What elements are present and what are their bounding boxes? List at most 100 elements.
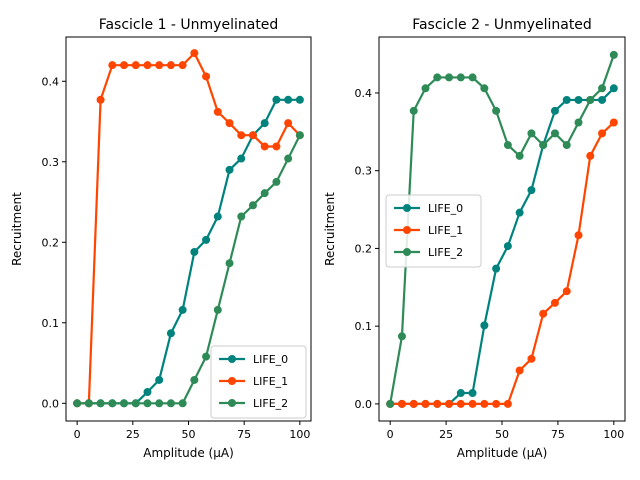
data-point — [84, 399, 93, 408]
data-point — [445, 73, 454, 82]
legend-box — [385, 194, 482, 268]
data-point — [456, 399, 465, 408]
data-point — [272, 177, 281, 186]
data-point — [539, 309, 548, 318]
x-tick-label: 25 — [126, 428, 140, 441]
y-tick-label: 0.1 — [355, 320, 373, 333]
data-point — [409, 399, 418, 408]
data-point — [468, 399, 477, 408]
chart-title: Fascicle 1 - Unmyelinated — [99, 17, 279, 33]
y-tick-label: 0.2 — [42, 236, 60, 249]
data-point — [586, 151, 595, 160]
data-point — [166, 61, 175, 70]
data-point — [539, 141, 548, 150]
data-point — [550, 129, 559, 138]
legend-marker — [228, 377, 236, 385]
data-point — [456, 389, 465, 398]
x-axis-label: Amplitude (μA) — [143, 446, 234, 460]
x-tick-label: 50 — [182, 428, 196, 441]
data-point — [260, 119, 269, 128]
data-point — [409, 106, 418, 115]
data-point — [237, 131, 246, 140]
data-point — [73, 399, 82, 408]
legend-marker — [403, 204, 411, 212]
legend-entry: LIFE_0 — [253, 353, 288, 366]
data-point — [515, 151, 524, 160]
y-tick-label: 0.4 — [355, 87, 373, 100]
legend-entry: LIFE_2 — [428, 246, 463, 259]
series-LIFE_1 — [386, 118, 618, 408]
data-point — [421, 399, 430, 408]
data-point — [213, 107, 222, 116]
data-point — [96, 95, 105, 104]
legend-entry: LIFE_2 — [253, 397, 288, 410]
data-point — [131, 399, 140, 408]
data-point — [260, 189, 269, 198]
data-point — [598, 84, 607, 93]
data-point — [166, 399, 175, 408]
data-point — [295, 95, 304, 104]
x-tick-label: 25 — [439, 428, 453, 441]
data-point — [120, 61, 129, 70]
y-tick-label: 0.3 — [355, 165, 373, 178]
legend-marker — [228, 355, 236, 363]
data-point — [272, 95, 281, 104]
data-point — [143, 388, 152, 397]
data-point — [515, 208, 524, 217]
series-LIFE_2 — [386, 50, 618, 408]
data-point — [468, 389, 477, 398]
legend-marker — [228, 399, 236, 407]
data-point — [550, 106, 559, 115]
data-point — [609, 84, 618, 93]
legend-marker — [403, 248, 411, 256]
y-tick-label: 0.1 — [42, 317, 60, 330]
data-point — [120, 399, 129, 408]
data-point — [609, 118, 618, 127]
data-point — [237, 154, 246, 163]
data-point — [598, 95, 607, 104]
x-tick-label: 100 — [603, 428, 624, 441]
y-tick-label: 0.0 — [42, 397, 60, 410]
data-point — [225, 165, 234, 174]
data-point — [178, 399, 187, 408]
legend: LIFE_0 LIFE_1 LIFE_2 — [210, 345, 307, 419]
data-point — [574, 231, 583, 240]
data-point — [574, 95, 583, 104]
data-point — [202, 235, 211, 244]
y-tick-label: 0.4 — [42, 75, 60, 88]
data-point — [433, 399, 442, 408]
data-point — [386, 399, 395, 408]
data-point — [248, 131, 257, 140]
legend-entry: LIFE_1 — [428, 224, 463, 237]
data-point — [480, 399, 489, 408]
data-point — [131, 61, 140, 70]
data-point — [190, 375, 199, 384]
data-point — [397, 399, 406, 408]
data-point — [574, 118, 583, 127]
y-axis-label: Recruitment — [323, 192, 337, 266]
data-point — [225, 259, 234, 268]
data-point — [492, 399, 501, 408]
y-tick-label: 0.2 — [355, 242, 373, 255]
data-point — [433, 73, 442, 82]
chart-panel-1: Fascicle 1 - Unmyelinated 0 25 50 75 100 0.0 0.… — [10, 17, 312, 460]
x-tick-label: 75 — [551, 428, 565, 441]
legend-entry: LIFE_1 — [253, 375, 288, 388]
data-point — [609, 50, 618, 59]
chart-panel-2: Fascicle 2 - Unmyelinated 0 25 50 75 100 0.0 0.… — [323, 17, 626, 460]
data-point — [492, 264, 501, 273]
x-axis-label: Amplitude (μA) — [457, 446, 548, 460]
data-point — [527, 186, 536, 195]
data-point — [515, 366, 524, 375]
data-point — [178, 305, 187, 314]
data-point — [503, 399, 512, 408]
data-point — [456, 73, 465, 82]
data-point — [527, 129, 536, 138]
series-LIFE_2 — [73, 131, 304, 408]
legend-marker — [403, 226, 411, 234]
x-tick-label: 0 — [74, 428, 81, 441]
data-point — [202, 352, 211, 361]
data-point — [272, 142, 281, 151]
data-point — [527, 354, 536, 363]
